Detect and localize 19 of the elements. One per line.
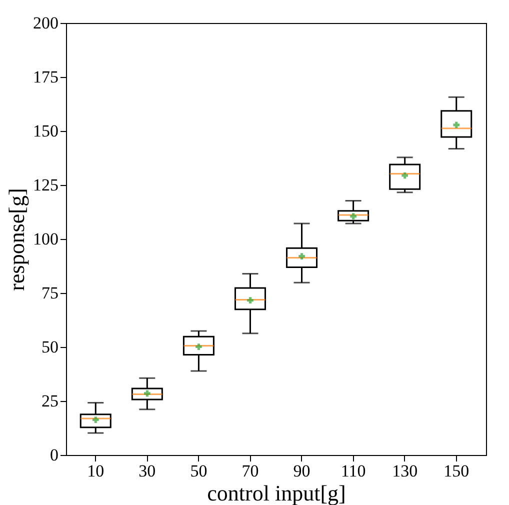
y-tick-label: 200 — [33, 14, 58, 32]
x-tick-label: 70 — [242, 462, 259, 480]
y-tick-label: 100 — [33, 230, 58, 248]
y-tick-label: 75 — [42, 284, 58, 302]
x-tick-label: 50 — [190, 462, 208, 480]
x-tick-label: 150 — [444, 462, 470, 480]
x-axis-title: control input[g] — [207, 480, 346, 505]
y-tick-label: 0 — [50, 446, 58, 464]
y-tick-label: 125 — [33, 176, 58, 194]
y-axis-title: response[g] — [4, 188, 29, 291]
y-tick-label: 50 — [42, 338, 58, 356]
x-tick-label: 90 — [293, 462, 310, 480]
y-tick-label: 175 — [33, 68, 58, 86]
x-tick-label: 130 — [392, 462, 418, 480]
y-tick-label: 150 — [33, 122, 58, 140]
x-tick-label: 10 — [87, 462, 104, 480]
x-tick-label: 110 — [340, 462, 366, 480]
y-tick-label: 25 — [42, 392, 58, 410]
x-tick-label: 30 — [138, 462, 156, 480]
